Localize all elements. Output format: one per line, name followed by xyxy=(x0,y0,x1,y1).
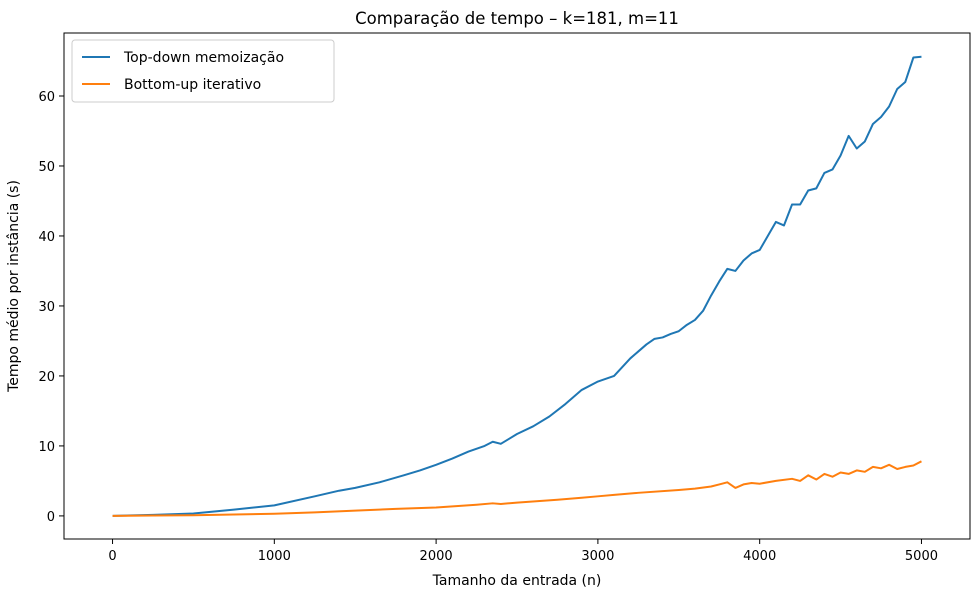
x-tick-label: 5000 xyxy=(905,549,938,564)
x-tick-label: 3000 xyxy=(581,549,614,564)
y-tick-label: 10 xyxy=(38,440,55,455)
y-axis-title: Tempo médio por instância (s) xyxy=(6,180,22,393)
x-tick-label: 0 xyxy=(108,549,116,564)
y-axis-ticks: 0 10 20 30 40 50 60 xyxy=(38,90,64,525)
series-layer xyxy=(112,55,922,517)
x-tick-label: 2000 xyxy=(420,549,453,564)
legend-label-top-down: Top-down memoização xyxy=(123,50,284,66)
x-axis-ticks: 0 1000 2000 3000 4000 5000 xyxy=(108,539,938,564)
y-tick-label: 50 xyxy=(38,160,55,175)
x-tick-label: 4000 xyxy=(743,549,776,564)
y-tick-label: 40 xyxy=(38,230,55,245)
legend: Top-down memoização Bottom-up iterativo xyxy=(71,39,335,103)
y-tick-label: 30 xyxy=(38,300,55,315)
legend-label-bottom-up: Bottom-up iterativo xyxy=(124,77,261,93)
plot-frame xyxy=(63,32,971,540)
x-tick-label: 1000 xyxy=(258,549,291,564)
legend-box xyxy=(71,39,335,103)
y-tick-label: 60 xyxy=(38,90,55,105)
y-tick-label: 0 xyxy=(47,510,55,525)
series-line-bottom-up xyxy=(112,460,922,517)
chart-title: Comparação de tempo – k=181, m=11 xyxy=(355,9,679,28)
y-tick-label: 20 xyxy=(38,370,55,385)
series-line-top-down xyxy=(112,55,922,517)
x-axis-title: Tamanho da entrada (n) xyxy=(432,573,602,589)
